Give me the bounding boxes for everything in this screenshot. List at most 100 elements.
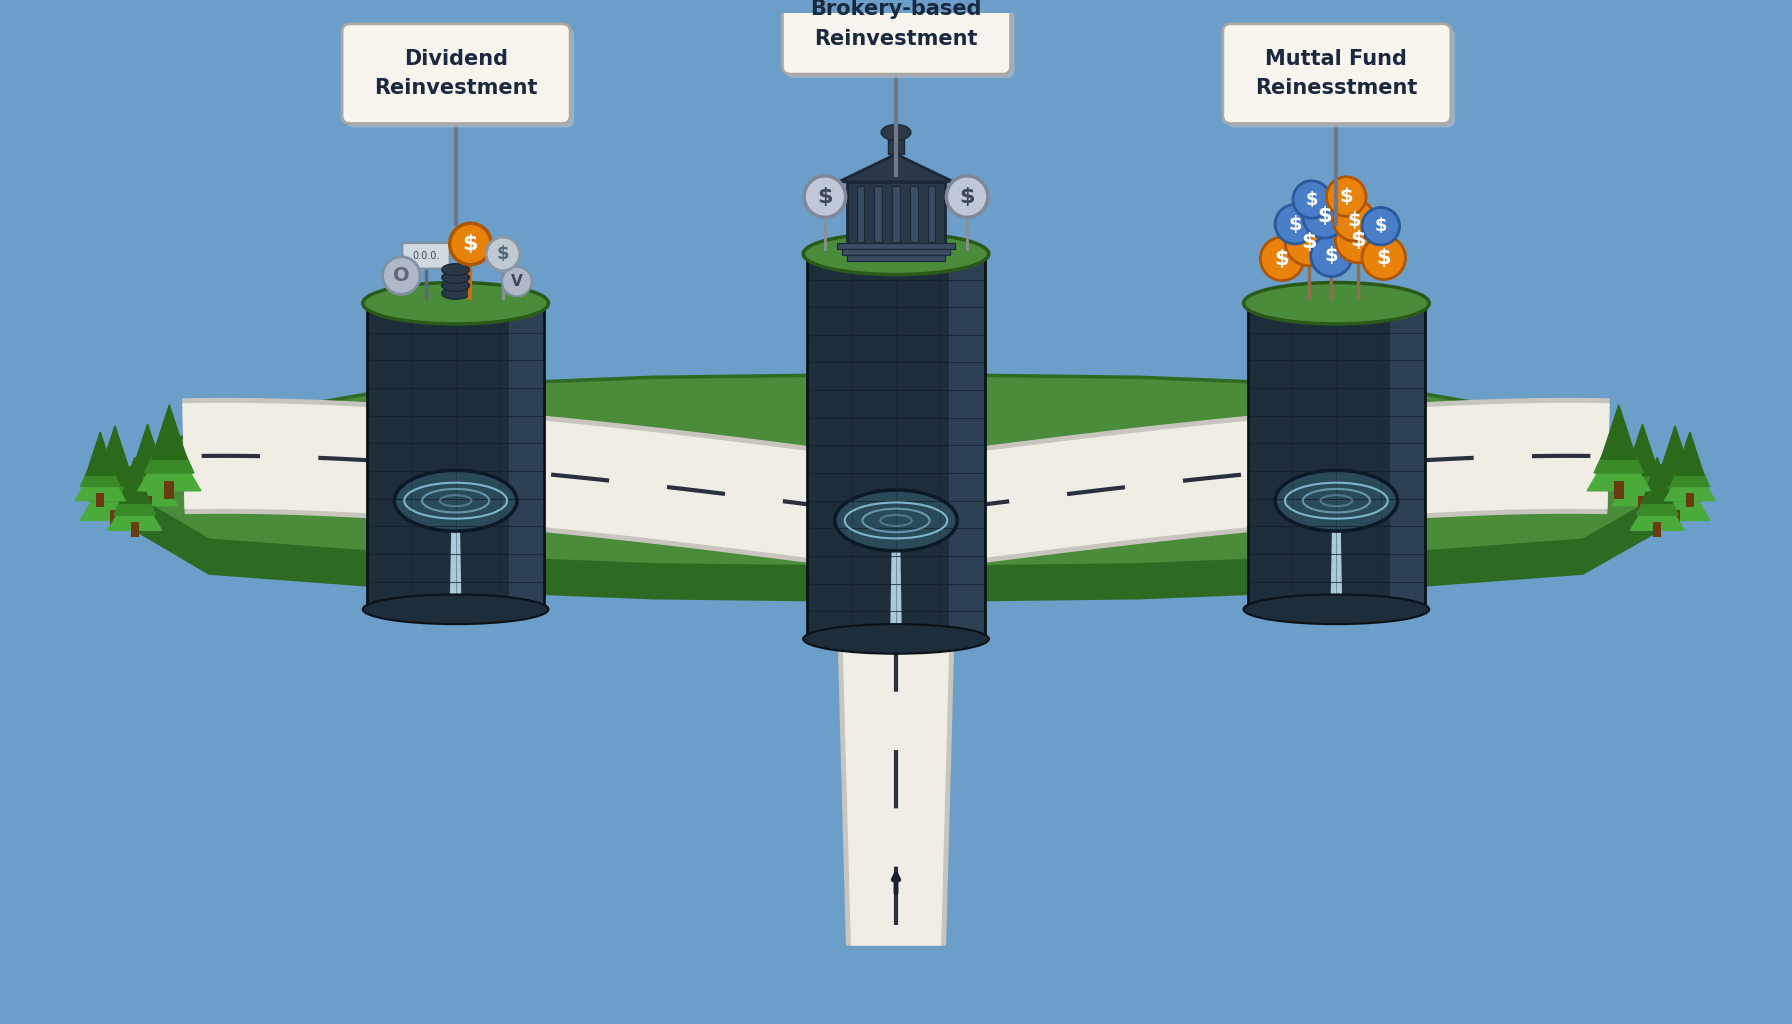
Polygon shape [88, 441, 142, 501]
Bar [892, 185, 900, 242]
Polygon shape [1613, 454, 1672, 506]
Bar [806, 254, 986, 639]
Polygon shape [183, 403, 848, 560]
Polygon shape [125, 375, 1670, 568]
Ellipse shape [443, 288, 470, 299]
Text: O: O [392, 266, 410, 285]
FancyBboxPatch shape [1228, 28, 1455, 127]
Ellipse shape [450, 223, 491, 265]
FancyBboxPatch shape [403, 243, 450, 268]
Ellipse shape [1333, 200, 1374, 241]
Text: $: $ [1339, 187, 1353, 206]
Polygon shape [950, 254, 986, 639]
Text: $: $ [1324, 247, 1339, 265]
Polygon shape [152, 404, 186, 459]
Bar [131, 522, 140, 537]
Polygon shape [840, 511, 952, 945]
Text: $: $ [496, 245, 509, 263]
Text: $: $ [1274, 249, 1288, 268]
Polygon shape [113, 469, 156, 515]
Text: $: $ [1348, 211, 1360, 229]
Bar [857, 185, 864, 242]
Text: $: $ [959, 186, 975, 207]
Text: $: $ [462, 233, 478, 254]
Polygon shape [1625, 424, 1659, 475]
Bar [1652, 522, 1661, 537]
Polygon shape [1676, 432, 1704, 475]
Polygon shape [81, 443, 120, 486]
Bar [874, 185, 882, 242]
Text: V: V [511, 274, 523, 289]
Bar [1638, 497, 1647, 513]
FancyBboxPatch shape [1222, 24, 1452, 124]
Bar [1247, 303, 1425, 609]
Text: Dividend: Dividend [403, 48, 507, 69]
Polygon shape [1665, 458, 1715, 501]
Text: $: $ [1305, 190, 1317, 209]
Bar [889, 132, 903, 155]
Ellipse shape [486, 238, 520, 270]
Bar [1615, 481, 1624, 499]
Polygon shape [1588, 436, 1650, 490]
Ellipse shape [362, 283, 548, 324]
Polygon shape [86, 432, 115, 475]
Polygon shape [1631, 484, 1684, 530]
FancyBboxPatch shape [787, 0, 1014, 78]
Polygon shape [1636, 469, 1679, 515]
Polygon shape [509, 303, 545, 609]
Text: Reinvestment: Reinvestment [375, 78, 538, 98]
Polygon shape [1649, 441, 1702, 501]
Bar [910, 185, 918, 242]
Bar [928, 185, 935, 242]
Polygon shape [1389, 303, 1425, 609]
Ellipse shape [1335, 217, 1382, 263]
Bar [846, 182, 946, 246]
Ellipse shape [443, 264, 470, 275]
Polygon shape [138, 436, 201, 490]
Ellipse shape [1310, 236, 1353, 276]
Bar [837, 243, 955, 249]
Polygon shape [108, 484, 161, 530]
Polygon shape [835, 511, 957, 945]
Ellipse shape [428, 601, 482, 617]
Bar [367, 303, 545, 609]
Polygon shape [944, 403, 1609, 560]
Ellipse shape [869, 631, 923, 647]
Bar [97, 493, 104, 507]
Bar [143, 497, 152, 513]
Polygon shape [1656, 426, 1695, 485]
Ellipse shape [1326, 177, 1366, 216]
Ellipse shape [1362, 208, 1400, 245]
Ellipse shape [443, 280, 470, 292]
Polygon shape [944, 398, 1609, 565]
Text: $: $ [1374, 217, 1387, 236]
Polygon shape [874, 520, 918, 639]
Polygon shape [75, 458, 125, 501]
Polygon shape [183, 398, 848, 565]
Text: Brokery-based: Brokery-based [810, 0, 982, 19]
Ellipse shape [443, 271, 470, 284]
Ellipse shape [1310, 601, 1364, 617]
Ellipse shape [394, 470, 516, 531]
Text: Reinesstment: Reinesstment [1254, 78, 1417, 98]
Text: $: $ [1376, 248, 1391, 268]
Polygon shape [124, 437, 170, 488]
Bar [846, 255, 946, 261]
Polygon shape [1640, 461, 1710, 520]
Bar [1670, 510, 1681, 529]
Bar [842, 249, 950, 255]
Polygon shape [145, 419, 194, 473]
Ellipse shape [1303, 195, 1346, 238]
Ellipse shape [882, 125, 910, 140]
Ellipse shape [1244, 283, 1430, 324]
FancyBboxPatch shape [783, 0, 1011, 74]
Polygon shape [1641, 458, 1672, 504]
Text: $: $ [1288, 215, 1301, 233]
Polygon shape [1618, 437, 1667, 488]
Ellipse shape [382, 257, 419, 294]
Ellipse shape [1260, 238, 1305, 281]
Bar [165, 481, 174, 499]
Ellipse shape [805, 176, 846, 217]
Ellipse shape [946, 176, 987, 217]
Polygon shape [81, 461, 151, 520]
